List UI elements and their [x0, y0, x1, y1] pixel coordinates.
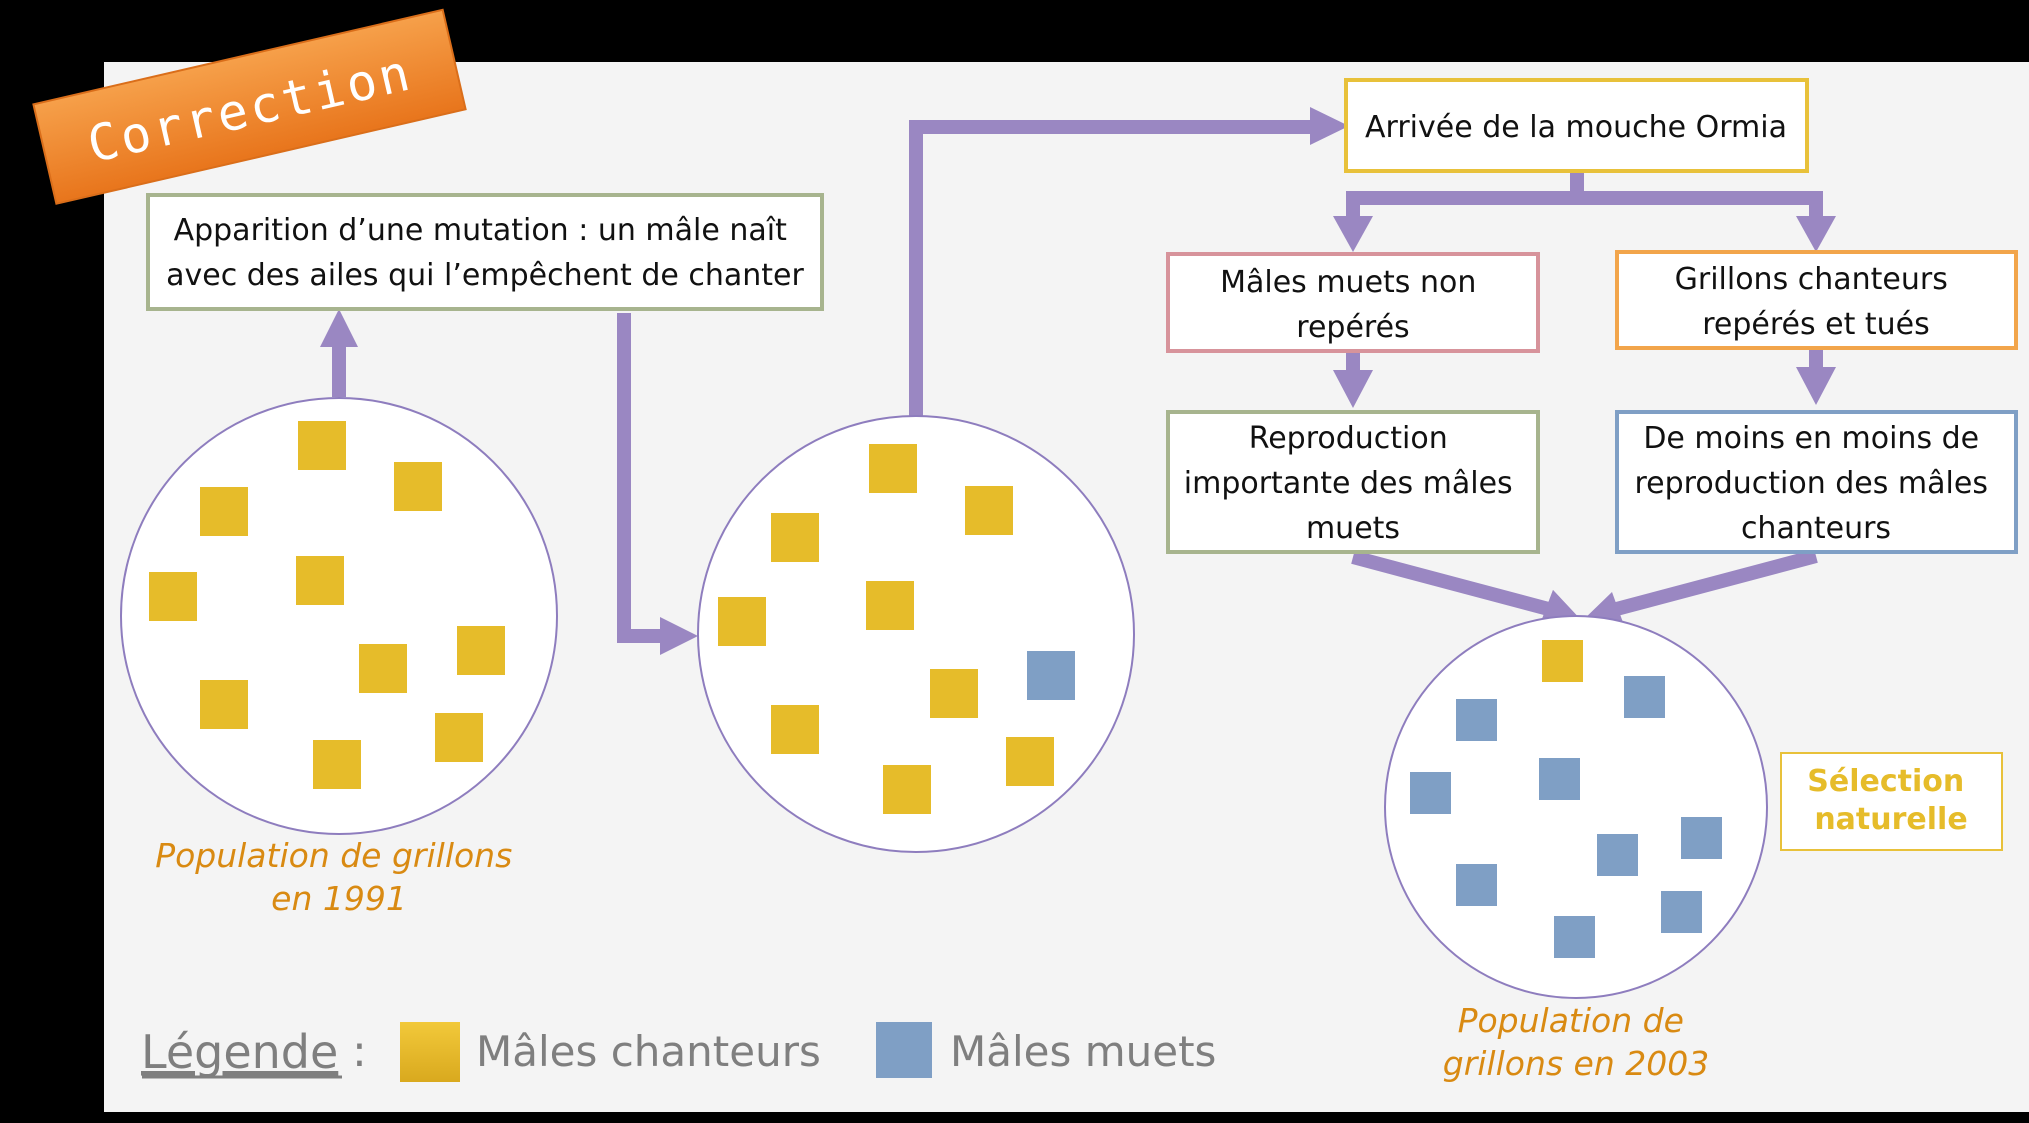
legend-colon: :	[352, 1026, 367, 1077]
svg-text:Sélection naturelle: Sélection naturelle	[1807, 764, 1974, 837]
box-chanteurs-line-2: repérés et tués	[1702, 307, 1930, 342]
selection-line-1: Sélection	[1807, 764, 1964, 799]
box-ormia-line-1: Arrivée de la mouche Ormia	[1365, 110, 1787, 145]
box-repro-chanteurs: De moins en moins de reproduction des mâ…	[1615, 410, 2018, 554]
caption-2003: Population de grillons en 2003	[1443, 1001, 1710, 1083]
arrow-right-shaft	[617, 629, 662, 643]
arrow-right2-head	[1310, 107, 1349, 145]
caption-1991: Population de grillons en 1991	[155, 836, 523, 918]
box-ormia: Arrivée de la mouche Ormia	[1344, 78, 1809, 173]
svg-text:Apparition d’une mutation : un: Apparition d’une mutation : un mâle naît…	[166, 213, 804, 293]
box-repro-muets: Reproduction importante des mâles muets	[1166, 410, 1540, 554]
arrow-down-shaft	[617, 313, 631, 643]
svg-text:Arrivée de la mouche Ormia: Arrivée de la mouche Ormia	[1365, 110, 1787, 145]
svg-text:Grillons chanteurs repér: Grillons chanteurs repérés et tués	[1675, 262, 1958, 342]
box-repro-chanteurs-line-3: chanteurs	[1741, 511, 1891, 546]
svg-text:De moins en moins de rep: De moins en moins de reproduction des mâ…	[1635, 421, 1998, 546]
arrow-up-head	[320, 309, 358, 347]
circle-2003-squares	[1410, 640, 1722, 958]
box-repro-muets-line-1: Reproduction	[1249, 421, 1448, 456]
caption-2003-line-2: grillons en 2003	[1443, 1044, 1710, 1083]
legend-title: Légende	[141, 1025, 338, 1079]
arrow-right-head	[660, 617, 698, 655]
box-chanteurs-tues: Grillons chanteurs repérés et tués	[1615, 250, 2018, 350]
arrow-up2-shaft	[909, 120, 923, 417]
legend-swatch-chanteurs	[400, 1022, 460, 1082]
box-muets-non-reperes: Mâles muets non repérés	[1166, 252, 1540, 353]
box-selection-naturelle: Sélection naturelle	[1780, 752, 2003, 851]
box-chanteurs-line-1: Grillons chanteurs	[1675, 262, 1948, 297]
svg-text:Reproduction importante: Reproduction importante des mâles muets	[1184, 421, 1522, 546]
correction-badge: Correction	[32, 8, 467, 205]
arrow-up-shaft	[332, 345, 346, 397]
legend-swatch-muets	[876, 1022, 932, 1078]
arrows	[320, 107, 1836, 655]
svg-text:Mâles muets non repérés: Mâles muets non repérés	[1220, 265, 1486, 345]
box-mutation-line-2: avec des ailes qui l’empêchent de chante…	[166, 258, 804, 293]
box-repro-muets-line-2: importante des mâles	[1184, 466, 1513, 501]
box-repro-chanteurs-line-2: reproduction des mâles	[1635, 466, 1988, 501]
circle-1991-squares	[149, 421, 505, 789]
caption-1991-line-1: Population de grillons	[155, 836, 512, 875]
caption-2003-line-1: Population de	[1458, 1001, 1684, 1040]
box-muets-line-1: Mâles muets non	[1220, 265, 1476, 300]
circle-mid-squares	[718, 444, 1075, 814]
box-muets-line-2: repérés	[1296, 310, 1409, 345]
arrow-right2-shaft	[909, 120, 1319, 134]
box-mutation-line-1: Apparition d’une mutation : un mâle naît	[174, 213, 788, 248]
legend-label-chanteurs: Mâles chanteurs	[476, 1027, 821, 1076]
box-mutation: Apparition d’une mutation : un mâle naît…	[146, 193, 824, 311]
box-repro-muets-line-3: muets	[1306, 511, 1400, 546]
legend-label-muets: Mâles muets	[950, 1027, 1216, 1076]
legend: Légende : Mâles chanteurs Mâles muets	[141, 1022, 1216, 1082]
selection-line-2: naturelle	[1814, 802, 1967, 837]
caption-1991-line-2: en 1991	[271, 879, 407, 918]
box-repro-chanteurs-line-1: De moins en moins de	[1643, 421, 1979, 456]
